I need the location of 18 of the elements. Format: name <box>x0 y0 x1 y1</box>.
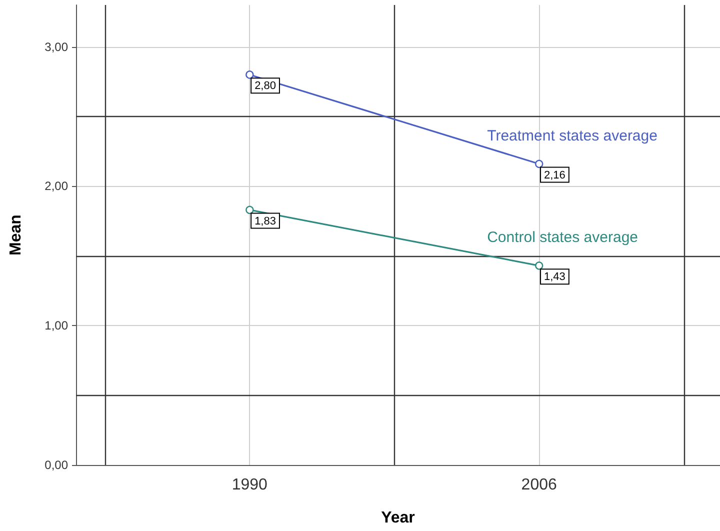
point <box>246 206 254 214</box>
data-label: 1,43 <box>544 271 566 284</box>
x-tick-label: 2006 <box>521 476 557 494</box>
y-tick-label: 1,00 <box>44 318 68 333</box>
point <box>246 70 254 79</box>
point <box>535 160 544 168</box>
series-label: Treatment states average <box>487 127 658 144</box>
y-tick-label: 2,00 <box>44 179 68 194</box>
data-label: 2,80 <box>254 80 276 92</box>
x-tick-label: 1990 <box>232 476 268 494</box>
x-axis-title: Year <box>381 510 415 526</box>
point <box>535 262 544 270</box>
y-tick-label: 3,00 <box>44 40 68 54</box>
series-label: Control states average <box>487 229 638 246</box>
y-tick-label: 0,00 <box>44 458 68 472</box>
y-axis-title: Mean <box>8 214 24 256</box>
data-label: 1,83 <box>254 215 276 228</box>
data-label: 2,16 <box>544 169 566 182</box>
